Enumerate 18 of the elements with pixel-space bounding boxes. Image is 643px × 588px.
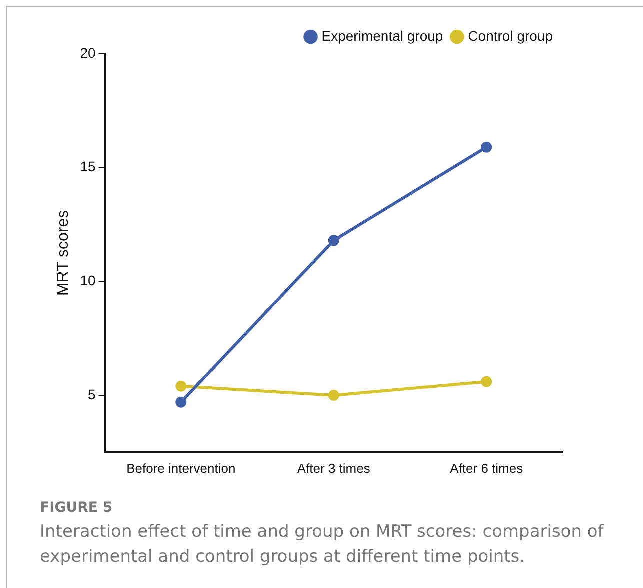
point: [176, 396, 187, 408]
point: [481, 142, 492, 153]
x-tick-label: After 3 times: [297, 460, 371, 476]
y-axis-title: MRT scores: [55, 210, 72, 296]
point: [328, 390, 340, 401]
point: [328, 235, 340, 246]
legend-label: Control group: [468, 28, 554, 44]
x-tick-label: After 6 times: [450, 460, 524, 476]
caption: FIGURE 5: [40, 500, 114, 516]
point: [481, 376, 492, 388]
text: Interaction effect of time and group on MRT scores: comparison of experimental and control groups at different time points.: [40, 521, 605, 569]
y-tick-label: 10: [80, 272, 96, 289]
point: [176, 380, 187, 392]
y-tick-label: 20: [80, 44, 96, 61]
legend-label: Experimental group: [322, 28, 444, 44]
y-tick-label: 15: [80, 158, 96, 175]
x-tick-label: Before intervention: [126, 460, 236, 476]
y-tick-label: 5: [88, 386, 96, 402]
